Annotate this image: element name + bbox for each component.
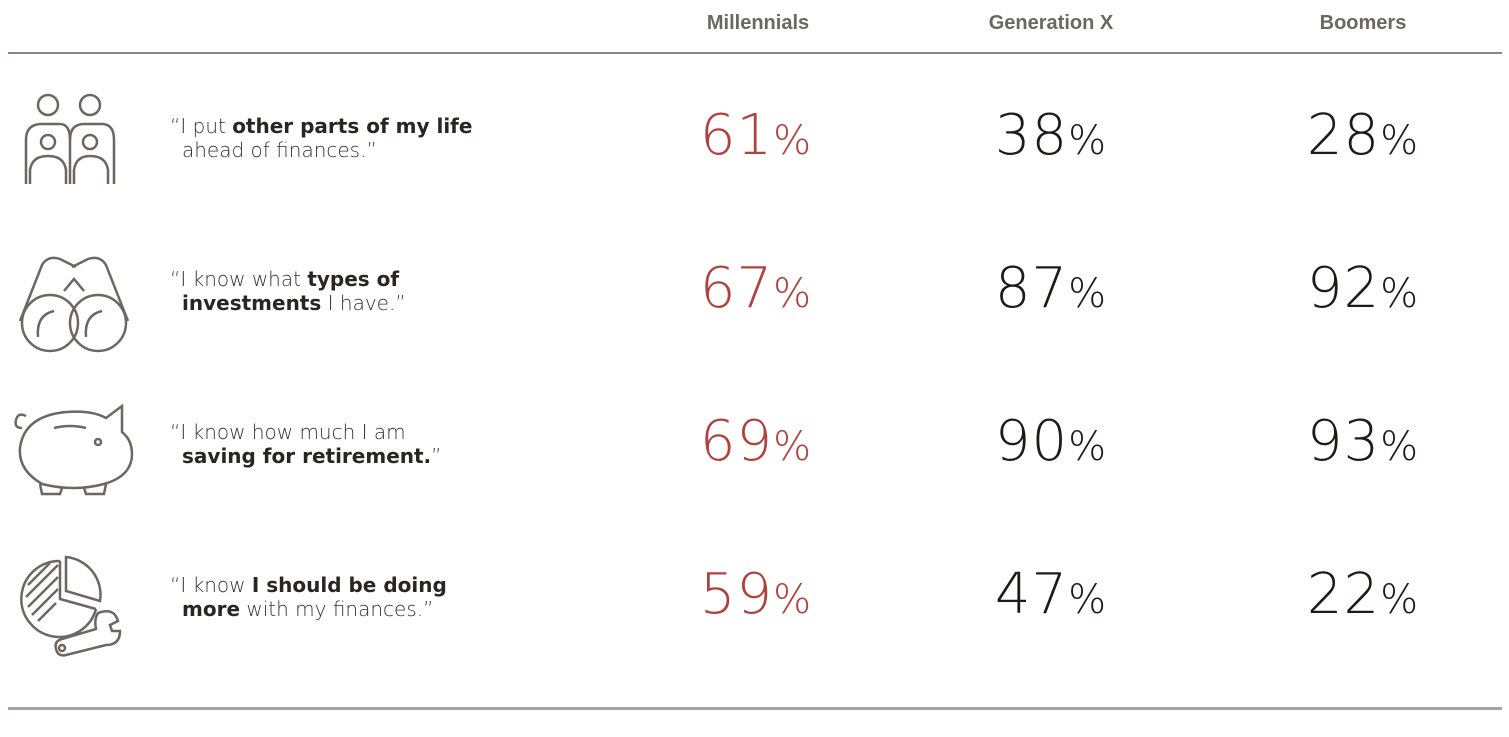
statement-text: “I put other parts of my life ahead of f… xyxy=(170,114,473,162)
binoculars-icon xyxy=(14,245,134,355)
statement-text: “I know I should be doing more with my f… xyxy=(170,573,447,621)
value-millennials: 59% xyxy=(699,562,813,627)
column-header-generation-x: Generation X xyxy=(988,12,1114,34)
value-millennials: 61% xyxy=(699,103,813,168)
pie-chart-wrench-icon xyxy=(14,551,134,661)
statement-text: “I know what types of investments I have… xyxy=(170,267,406,315)
people-icon xyxy=(14,92,134,202)
table-row: “I know how much I am saving for retirem… xyxy=(0,398,1509,538)
value-millennials: 69% xyxy=(699,409,813,474)
value-generation-x: 90% xyxy=(994,409,1108,474)
table-row: “I know I should be doing more with my f… xyxy=(0,551,1509,691)
piggy-bank-icon xyxy=(14,398,134,508)
value-generation-x: 38% xyxy=(994,103,1108,168)
table-row: “I know what types of investments I have… xyxy=(0,245,1509,385)
value-generation-x: 87% xyxy=(994,256,1108,321)
value-boomers: 92% xyxy=(1306,256,1420,321)
value-boomers: 22% xyxy=(1306,562,1420,627)
bottom-rule xyxy=(8,707,1502,710)
value-millennials: 67% xyxy=(699,256,813,321)
top-rule xyxy=(8,52,1502,54)
value-boomers: 28% xyxy=(1306,103,1420,168)
value-generation-x: 47% xyxy=(994,562,1108,627)
column-header-millennials: Millennials xyxy=(706,12,810,34)
statement-text: “I know how much I am saving for retirem… xyxy=(170,420,442,468)
table-row: “I put other parts of my life ahead of f… xyxy=(0,92,1509,232)
value-boomers: 93% xyxy=(1306,409,1420,474)
column-header-boomers: Boomers xyxy=(1319,12,1407,34)
